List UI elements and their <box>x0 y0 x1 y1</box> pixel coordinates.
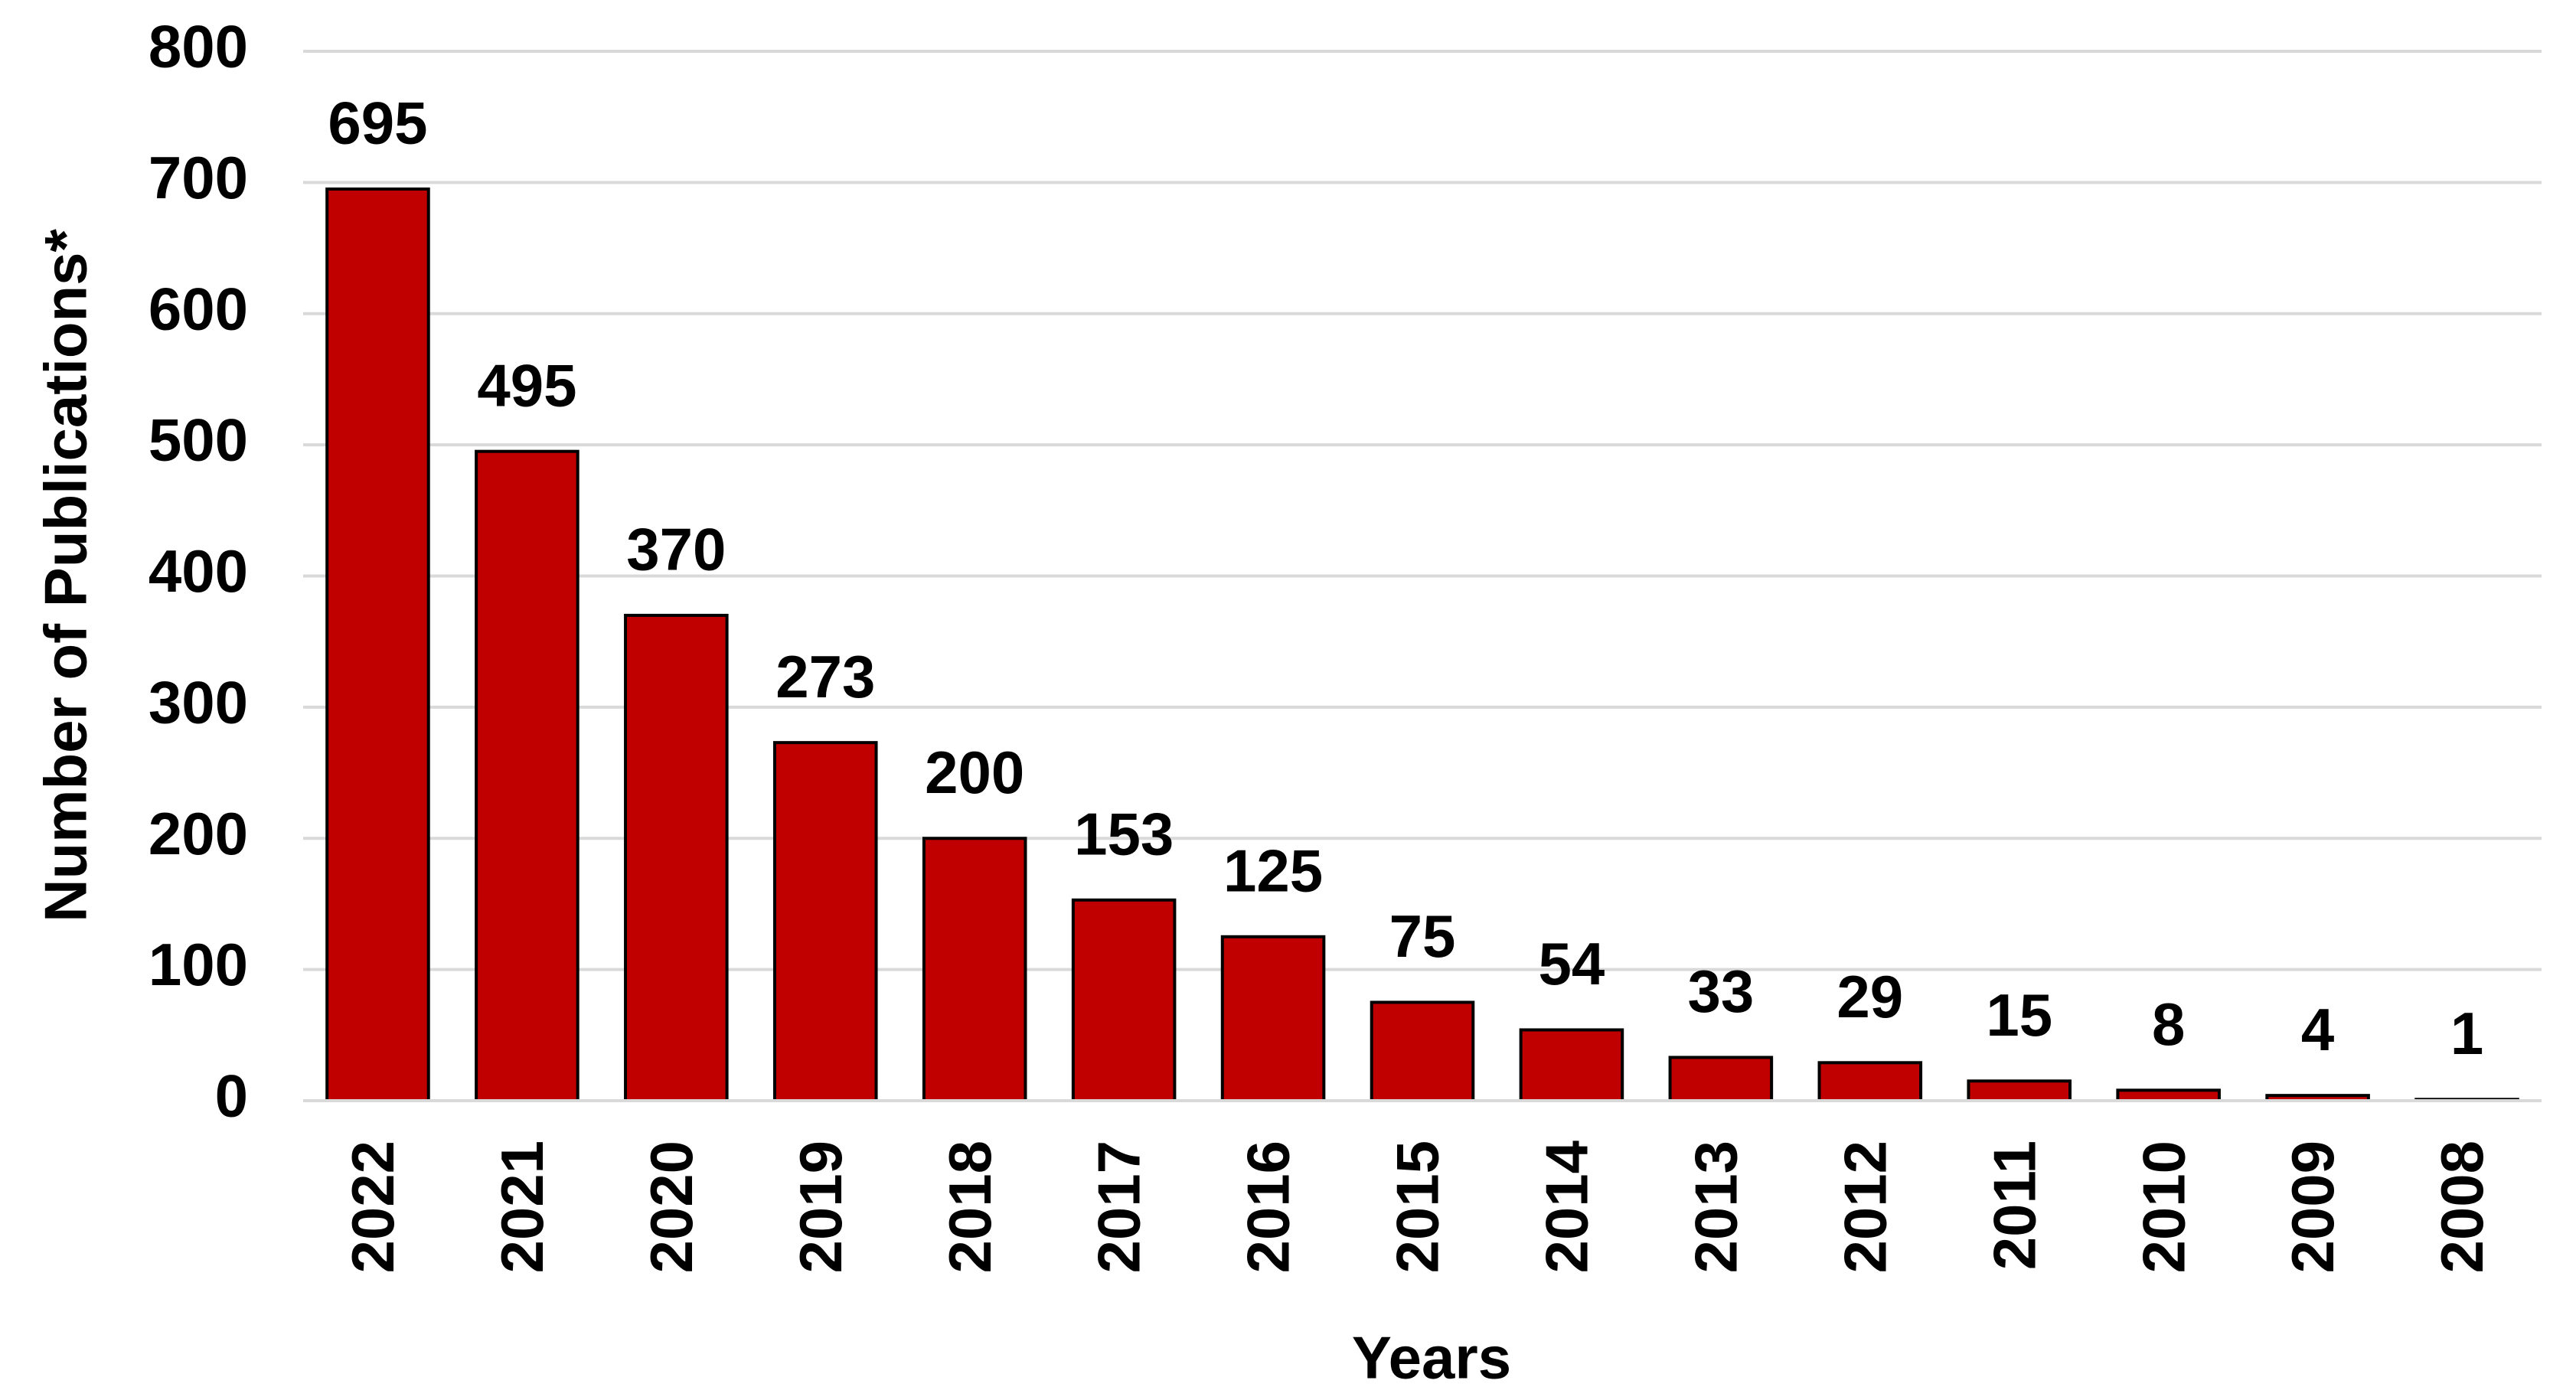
data-label: 200 <box>925 739 1024 806</box>
y-tick-label: 400 <box>149 537 248 605</box>
y-tick-label: 700 <box>149 144 248 211</box>
bar <box>2116 1088 2221 1103</box>
y-tick-label: 800 <box>149 13 248 80</box>
y-axis-title: Number of Publications* <box>32 228 100 922</box>
x-tick-label: 2021 <box>488 1141 556 1274</box>
data-label: 8 <box>2152 990 2185 1058</box>
data-label: 273 <box>775 643 875 710</box>
data-label: 495 <box>477 351 576 419</box>
bar <box>475 449 580 1102</box>
y-tick-label: 0 <box>215 1062 248 1130</box>
bar <box>772 741 878 1102</box>
x-tick-label: 2019 <box>787 1141 854 1274</box>
y-tick-label: 300 <box>149 668 248 736</box>
bar <box>922 837 1027 1102</box>
x-tick-label: 2011 <box>1980 1141 2048 1270</box>
x-tick-label: 2017 <box>1086 1141 1153 1274</box>
data-label: 153 <box>1074 800 1174 867</box>
bar <box>1668 1056 1774 1103</box>
data-label: 125 <box>1223 837 1323 904</box>
x-tick-label: 2018 <box>936 1141 1004 1274</box>
data-label: 4 <box>2301 996 2334 1063</box>
x-tick-label: 2022 <box>339 1141 406 1274</box>
x-axis-title: Years <box>1352 1324 1511 1392</box>
bar <box>1071 898 1177 1102</box>
y-tick-label: 200 <box>149 800 248 867</box>
bar <box>325 187 430 1103</box>
x-tick-label: 2008 <box>2428 1141 2496 1274</box>
x-tick-label: 2016 <box>1235 1141 1302 1274</box>
y-tick-label: 100 <box>149 931 248 998</box>
bar <box>1967 1079 2072 1102</box>
data-label: 54 <box>1539 930 1605 997</box>
bar <box>1370 1000 1475 1102</box>
x-tick-label: 2020 <box>638 1141 705 1274</box>
x-tick-label: 2013 <box>1682 1141 1749 1274</box>
bar <box>1220 935 1326 1102</box>
data-label: 1 <box>2450 1000 2483 1067</box>
bar <box>624 613 729 1102</box>
data-label: 370 <box>626 516 726 583</box>
data-label: 29 <box>1837 963 1903 1030</box>
data-label: 695 <box>328 90 427 157</box>
y-tick-label: 500 <box>149 406 248 474</box>
x-tick-label: 2012 <box>1831 1141 1899 1274</box>
x-tick-label: 2014 <box>1533 1141 1601 1274</box>
x-tick-label: 2010 <box>2130 1141 2197 1274</box>
data-label: 33 <box>1687 958 1754 1025</box>
x-tick-label: 2015 <box>1384 1141 1451 1274</box>
bar <box>1519 1028 1624 1103</box>
data-label: 75 <box>1389 902 1456 970</box>
data-label: 15 <box>1986 981 2052 1049</box>
y-tick-label: 600 <box>149 275 248 342</box>
x-tick-label: 2009 <box>2279 1141 2346 1274</box>
bar <box>1817 1061 1923 1103</box>
